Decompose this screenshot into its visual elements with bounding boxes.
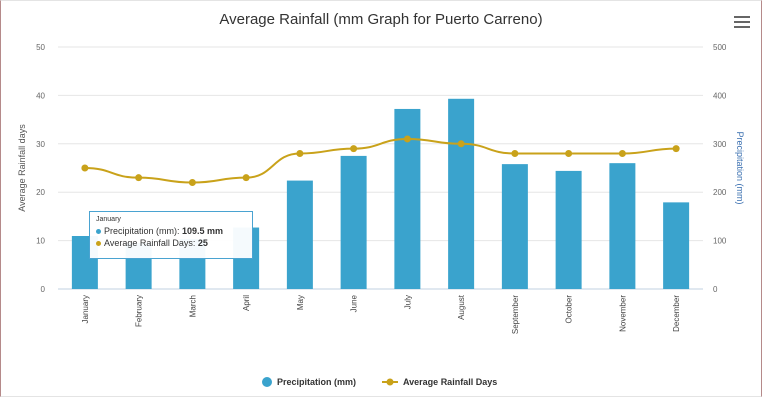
rainfall-days-point <box>403 135 411 143</box>
y-right-tick-label: 0 <box>713 285 718 294</box>
x-category-label: October <box>565 295 574 324</box>
rainfall-days-point <box>457 140 465 148</box>
x-category-label: November <box>618 295 627 332</box>
legend-precipitation-label: Precipitation (mm) <box>277 377 356 387</box>
tooltip-days-dot-icon <box>96 241 101 247</box>
chart-tooltip: January Precipitation (mm): 109.5 mm Ave… <box>89 211 253 259</box>
y-right-tick-label: 300 <box>713 140 727 149</box>
tooltip-days-value: 25 <box>197 238 208 248</box>
tooltip-precip-dot-icon <box>96 229 101 235</box>
rainfall-days-point <box>81 164 89 172</box>
rainfall-days-line <box>84 137 677 184</box>
y-right-tick-label: 100 <box>713 237 727 246</box>
rainfall-days-point <box>135 174 143 182</box>
y-left-tick-label: 30 <box>36 140 45 149</box>
precipitation-bar <box>286 180 313 289</box>
rainfall-days-point <box>188 179 196 187</box>
tooltip-days-label: Average Rainfall Days: <box>104 238 198 248</box>
chart-title: Average Rainfall (mm Graph for Puerto Ca… <box>219 11 543 28</box>
precipitation-bar <box>340 155 367 289</box>
x-category-label: June <box>350 294 359 312</box>
precipitation-bar <box>663 202 690 289</box>
legend-days-marker <box>386 378 394 386</box>
rainfall-days-point <box>296 149 304 157</box>
y-left-tick-label: 40 <box>36 91 45 100</box>
x-category-label: September <box>511 295 520 334</box>
rainfall-days-point <box>511 149 519 157</box>
x-category-label: February <box>135 295 144 327</box>
precipitation-bar <box>609 163 636 289</box>
precipitation-bar <box>501 164 528 289</box>
x-category-label: January <box>81 295 90 323</box>
y-left-tick-label: 0 <box>41 285 46 294</box>
precipitation-bar <box>448 98 475 290</box>
x-category-label: April <box>242 295 251 311</box>
rainfall-days-point <box>350 145 358 153</box>
y-right-tick-label: 200 <box>713 188 727 197</box>
rainfall-days-point <box>565 149 573 157</box>
rainfall-days-point <box>242 174 250 182</box>
y-right-tick-label: 400 <box>713 91 727 100</box>
x-category-label: August <box>457 294 466 320</box>
y-right-tick-label: 500 <box>713 43 727 52</box>
hamburger-menu-icon[interactable] <box>734 16 750 30</box>
y-left-axis-title: Average Rainfall days <box>17 124 27 212</box>
tooltip-precip-row: Precipitation (mm): 109.5 mm <box>96 225 246 237</box>
tooltip-precip-value: 109.5 mm <box>182 226 224 236</box>
legend-days-label: Average Rainfall Days <box>403 377 497 387</box>
y-left-tick-label: 50 <box>36 43 45 52</box>
tooltip-header: January <box>96 216 121 223</box>
y-left-tick-label: 20 <box>36 188 45 197</box>
x-category-label: July <box>403 295 412 309</box>
legend-precipitation-marker <box>262 377 272 387</box>
tooltip-days-row: Average Rainfall Days: 25 <box>96 237 246 249</box>
x-category-label: May <box>296 295 305 310</box>
rainfall-days-point <box>672 145 680 153</box>
tooltip-precip-label: Precipitation (mm): <box>104 226 183 236</box>
precipitation-bar <box>555 170 582 289</box>
x-category-label: December <box>672 295 681 332</box>
x-category-label: March <box>188 295 197 317</box>
rainfall-days-point <box>618 149 626 157</box>
y-right-axis-title: Precipitation (mm) <box>735 131 745 204</box>
y-left-tick-label: 10 <box>36 237 45 246</box>
